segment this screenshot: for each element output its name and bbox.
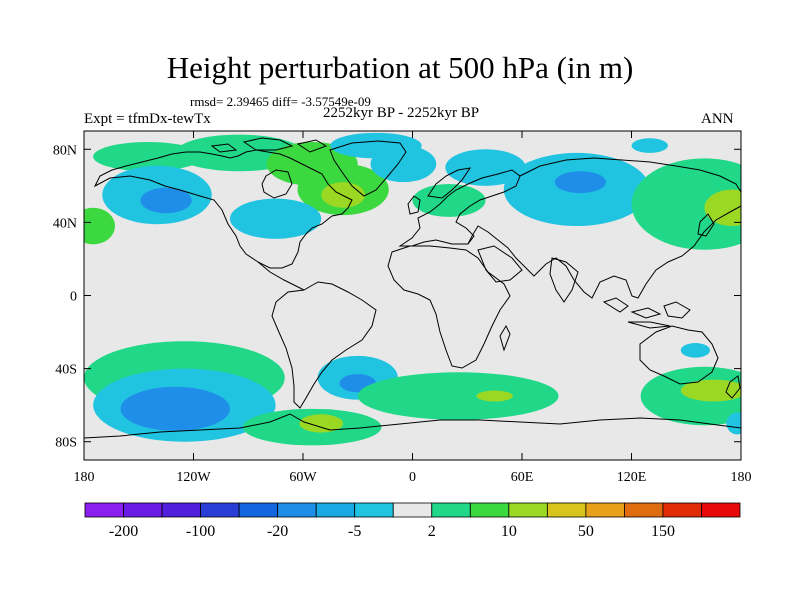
coast-greenland: [329, 140, 407, 197]
colorbar-swatch-9: [431, 502, 471, 518]
colorbar-swatch-15: [662, 502, 702, 518]
colorbar-swatch-6: [315, 502, 356, 518]
coast-europe: [398, 169, 521, 247]
colorbar-swatch-12: [546, 502, 587, 518]
y-tick-label-3: 40S: [55, 363, 77, 378]
coast-india: [549, 257, 579, 303]
colorbar-swatch-14: [624, 502, 664, 518]
colorbar-label-0: -200: [109, 523, 138, 540]
x-tick-label-0: 180: [74, 470, 95, 485]
colorbar-label-7: 150: [651, 523, 675, 540]
colorbar-swatch-13: [585, 502, 625, 518]
coast-africa: [387, 245, 511, 369]
x-tick-label-1: 120W: [176, 470, 211, 485]
anomaly-region-2: [93, 141, 203, 172]
period-label: 2252kyr BP - 2252kyr BP: [323, 105, 480, 121]
chart-title: Height perturbation at 500 hPa (in m): [166, 50, 634, 85]
colorbar-swatch-3: [200, 502, 240, 518]
x-tick-label-2: 60W: [289, 470, 317, 485]
anomaly-region-25: [299, 414, 344, 433]
coast-hudson-bay: [261, 169, 293, 199]
colorbar-label-3: -5: [348, 523, 361, 540]
colorbar-label-4: 2: [428, 523, 436, 540]
anomaly-region-20: [120, 386, 230, 431]
x-tick-label-6: 180: [731, 470, 752, 485]
anomaly-region-11: [554, 171, 606, 194]
coast-arabia: [477, 245, 523, 283]
coast-madagascar: [499, 324, 511, 352]
colorbar-label-5: 10: [501, 523, 517, 540]
colorbar-label-6: 50: [578, 523, 594, 540]
colorbar-swatch-7: [354, 502, 394, 518]
anomaly-region-17: [84, 207, 116, 245]
colorbar-swatch-0: [84, 502, 124, 518]
coast-arctic-islands: [210, 137, 328, 153]
anomaly-region-14: [631, 138, 668, 153]
colorbar-label-2: -20: [267, 523, 288, 540]
anomaly-region-30: [726, 412, 741, 435]
coast-new-zealand: [725, 375, 741, 399]
anomaly-region-26: [476, 390, 513, 402]
colorbar-swatch-2: [161, 502, 201, 518]
anomaly-region-15: [631, 158, 741, 250]
anomaly-region-12: [445, 149, 526, 186]
anomaly-region-9: [230, 198, 322, 239]
coast-british-isles: [407, 195, 421, 215]
season-label: ANN: [701, 111, 734, 127]
x-tick-label-3: 0: [409, 470, 416, 485]
x-tick-label-4: 60E: [511, 470, 534, 485]
colorbar-swatch-4: [238, 502, 279, 518]
anomaly-region-4: [321, 182, 366, 208]
anomaly-region-8: [370, 145, 437, 183]
coast-asia: [467, 157, 741, 299]
colorbar-swatch-10: [469, 502, 510, 518]
coast-south-america: [271, 281, 377, 409]
coast-central-america: [257, 261, 305, 291]
anomaly-region-23: [357, 372, 559, 420]
coast-indonesia: [602, 297, 691, 329]
x-tick-label-5: 120E: [617, 470, 647, 485]
colorbar-swatch-11: [508, 502, 548, 518]
y-tick-label-4: 80S: [55, 436, 77, 451]
experiment-label: Expt = tfmDx-tewTx: [84, 111, 211, 127]
coast-australia: [639, 325, 719, 385]
anomaly-region-28: [680, 379, 741, 402]
colorbar-swatch-5: [277, 502, 317, 518]
anomaly-region-16: [704, 189, 741, 227]
colorbar-swatch-1: [123, 502, 163, 518]
colorbar-swatch-16: [701, 502, 741, 518]
coast-antarctica: [84, 413, 741, 439]
coast-japan: [697, 213, 715, 237]
colorbar-swatch-8: [392, 502, 433, 518]
stats-line: rmsd= 2.39465 diff= -3.57549e-09: [190, 94, 371, 109]
anomaly-region-6: [140, 187, 192, 214]
y-tick-label-1: 40N: [53, 216, 77, 231]
y-tick-label-2: 0: [70, 290, 77, 305]
colorbar-label-1: -100: [186, 523, 215, 540]
coast-north-america: [93, 149, 353, 269]
coast-scandinavia: [427, 167, 472, 199]
anomaly-region-29: [680, 343, 710, 358]
anomaly-region-13: [412, 184, 486, 217]
y-tick-label-0: 80N: [53, 143, 77, 158]
